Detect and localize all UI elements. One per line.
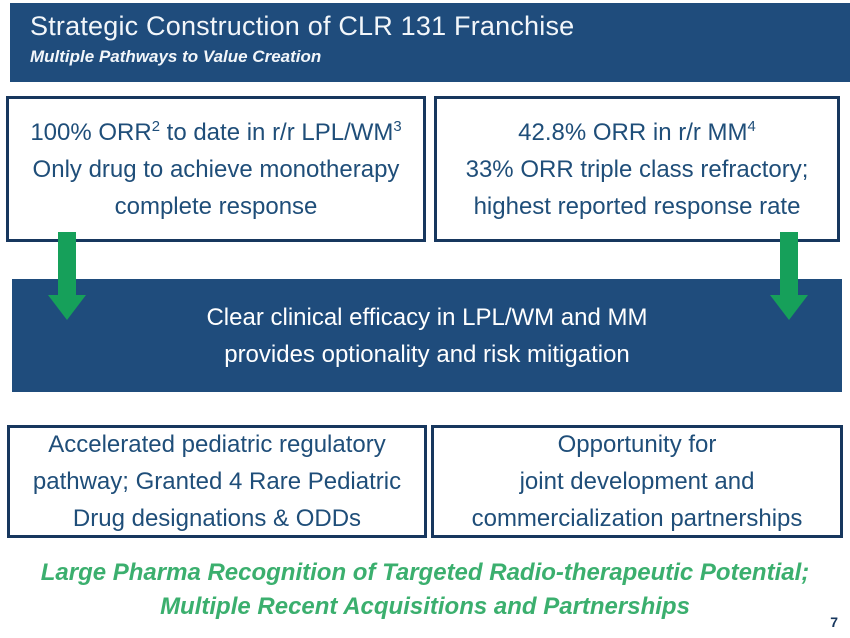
closing-statement: Large Pharma Recognition of Targeted Rad… xyxy=(0,556,850,624)
footnote-ref: 2 xyxy=(151,118,160,135)
clinical-result-line: complete response xyxy=(114,192,318,220)
box-line: Accelerated pediatric regulatory xyxy=(48,431,386,458)
clinical-result-line: Only drug to achieve monotherapy xyxy=(32,155,400,183)
efficacy-summary-band: Clear clinical efficacy in LPL/WM and MM… xyxy=(12,279,842,392)
footnote-ref: 4 xyxy=(747,118,756,135)
slide-subtitle: Multiple Pathways to Value Creation xyxy=(30,47,322,66)
slide-header: Strategic Construction of CLR 131 Franch… xyxy=(10,3,850,82)
arrow-down-icon xyxy=(48,232,86,320)
band-line: Clear clinical efficacy in LPL/WM and MM xyxy=(206,303,648,331)
footnote-ref: 3 xyxy=(393,118,402,135)
box-line: commercialization partnerships xyxy=(471,505,803,532)
page-number: 7 xyxy=(830,614,838,630)
box-line: Drug designations & ODDs xyxy=(72,505,362,532)
box-line: Opportunity for xyxy=(557,431,717,458)
box-line: joint development and xyxy=(519,468,755,495)
pediatric-regulatory-box: Accelerated pediatric regulatory pathway… xyxy=(7,425,427,538)
clinical-result-box-mm: 42.8% ORR in r/r MM4 33% ORR triple clas… xyxy=(434,96,840,242)
slide-title: Strategic Construction of CLR 131 Franch… xyxy=(30,11,575,41)
clinical-result-line: highest reported response rate xyxy=(473,192,801,220)
clinical-result-box-lplwm: 100% ORR2 to date in r/r LPL/WM3 Only dr… xyxy=(6,96,426,242)
closing-statement-line: Large Pharma Recognition of Targeted Rad… xyxy=(40,559,810,586)
arrow-down-icon xyxy=(770,232,808,320)
closing-statement-line: Multiple Recent Acquisitions and Partner… xyxy=(160,593,690,620)
box-line: pathway; Granted 4 Rare Pediatric xyxy=(32,468,402,495)
clinical-result-line: 42.8% ORR in r/r MM4 xyxy=(518,118,756,146)
clinical-result-line: 33% ORR triple class refractory; xyxy=(465,155,809,183)
partnership-opportunity-box: Opportunity for joint development and co… xyxy=(431,425,843,538)
clinical-result-line: 100% ORR2 to date in r/r LPL/WM3 xyxy=(30,118,402,146)
band-line: provides optionality and risk mitigation xyxy=(224,340,630,368)
